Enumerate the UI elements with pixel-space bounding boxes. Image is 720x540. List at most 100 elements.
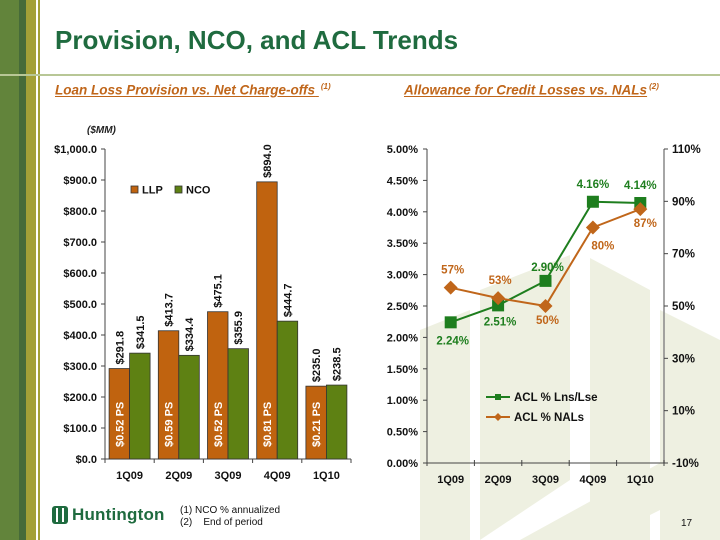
bar-value-label: $355.9 [233, 311, 245, 345]
bar-value-label: $291.8 [114, 331, 126, 365]
bar-nco [178, 354, 200, 460]
data-point-diamond [585, 220, 600, 235]
right-chart-footnote-ref: (2) [649, 82, 659, 91]
legend-marker-square [495, 394, 501, 400]
data-point-diamond [538, 299, 553, 313]
y-tick-label: 1.50% [387, 364, 418, 376]
y-tick-label: $400.0 [63, 330, 97, 342]
y-tick-label: $0.0 [76, 454, 97, 466]
eps-label: $0.81 PS [262, 402, 274, 447]
bar-nco [227, 348, 249, 460]
watermark-shape [590, 258, 650, 540]
x-tick-label: 1Q10 [627, 474, 654, 486]
y-tick-label: 0.00% [387, 458, 418, 470]
watermark-shape [520, 430, 720, 540]
x-tick-label: 1Q10 [313, 470, 340, 482]
y-tick-label: 1.00% [387, 395, 418, 407]
x-tick-label: 3Q09 [215, 470, 242, 482]
x-tick-label: 3Q09 [532, 474, 559, 486]
bar-nco [325, 384, 348, 460]
data-point-square [586, 195, 599, 208]
legend-swatch-llp [130, 185, 139, 194]
unit-label: ($MM) [87, 125, 116, 136]
bar-llp [256, 181, 278, 460]
y-tick-label: 5.00% [387, 144, 418, 156]
left-chart-title-text: Loan Loss Provision vs. Net Charge-offs [55, 82, 316, 98]
y-tick-label: $700.0 [63, 237, 97, 249]
bar-value-label: $894.0 [262, 144, 274, 178]
bar-value-label: $235.0 [311, 348, 323, 382]
data-label: 4.16% [577, 179, 610, 191]
bar-nco [276, 320, 299, 460]
y-tick-label: $600.0 [63, 268, 97, 280]
eps-label: $0.52 PS [213, 402, 225, 447]
y-tick-label: 0.50% [387, 427, 418, 439]
x-tick-label: 4Q09 [264, 470, 291, 482]
data-label: 2.24% [436, 335, 469, 347]
bar-value-label: $444.7 [282, 283, 294, 317]
data-point-diamond [491, 291, 506, 306]
legend-label: ACL % Lns/Lse [514, 392, 598, 404]
eps-label: $0.21 PS [311, 402, 323, 447]
data-point-square [492, 299, 505, 312]
data-label: 53% [489, 275, 512, 287]
legend-label-nco: NCO [186, 185, 211, 197]
footnote-1: (1) NCO % annualized [180, 505, 281, 516]
y-tick-label: $1,000.0 [54, 144, 97, 156]
decorative-stripe [0, 0, 19, 540]
x-tick-label: 2Q09 [485, 474, 512, 486]
data-label: 87% [634, 218, 657, 230]
decorative-stripe [19, 0, 26, 540]
x-tick-label: 1Q09 [116, 470, 143, 482]
data-label: 4.14% [624, 180, 657, 192]
y-tick-label: 4.00% [387, 207, 418, 219]
y-tick-label: 2.00% [387, 332, 418, 344]
data-point-square [444, 316, 457, 329]
y-tick-label: $300.0 [63, 361, 97, 373]
series-line-acl-nals [450, 208, 641, 308]
y-tick-label: $100.0 [63, 423, 97, 435]
y-tick-label: 3.50% [387, 238, 418, 250]
data-label: 2.51% [484, 316, 517, 328]
y2-tick-label: 10% [672, 406, 695, 418]
x-tick-label: 1Q09 [437, 474, 464, 486]
data-point-square [539, 274, 552, 287]
page-number: 17 [681, 518, 693, 529]
title-divider [0, 74, 720, 76]
data-label: 57% [441, 265, 464, 277]
decorative-stripe [38, 0, 40, 540]
logo-text: Huntington [72, 505, 165, 524]
page-title: Provision, NCO, and ACL Trends [55, 25, 459, 55]
watermark-shape [480, 255, 570, 540]
y-tick-label: 4.50% [387, 175, 418, 187]
footnote-2: (2) End of period [180, 517, 263, 528]
data-label: 2.90% [531, 262, 564, 274]
right-chart-title-text: Allowance for Credit Losses vs. NALs [404, 82, 648, 98]
data-point-diamond [633, 202, 648, 217]
y2-tick-label: 30% [672, 353, 695, 365]
data-label: 50% [536, 315, 559, 327]
bar-value-label: $334.4 [184, 317, 196, 352]
legend-swatch-nco [174, 185, 183, 194]
bar-value-label: $341.5 [135, 315, 147, 349]
eps-label: $0.52 PS [114, 402, 126, 447]
data-point-diamond [443, 280, 458, 295]
eps-label: $0.59 PS [164, 402, 176, 447]
y-tick-label: 2.50% [387, 301, 418, 313]
decorative-stripe [36, 0, 38, 540]
legend-label-llp: LLP [142, 185, 163, 197]
legend-marker-diamond [494, 413, 502, 421]
bar-value-label: $475.1 [213, 274, 225, 308]
x-tick-label: 4Q09 [579, 474, 606, 486]
y-tick-label: 3.00% [387, 270, 418, 282]
y-tick-label: $500.0 [63, 299, 97, 311]
y2-tick-label: 50% [672, 301, 695, 313]
huntington-logo: Huntington [52, 505, 165, 525]
decorative-stripe [26, 0, 36, 540]
left-chart-title: Loan Loss Provision vs. Net Charge-offs … [55, 82, 331, 98]
y-tick-label: $200.0 [63, 392, 97, 404]
x-tick-label: 2Q09 [165, 470, 192, 482]
